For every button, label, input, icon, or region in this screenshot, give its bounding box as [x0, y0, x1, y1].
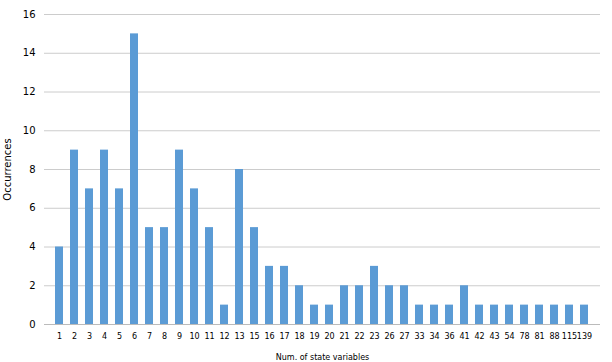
- svg-text:14: 14: [23, 47, 36, 58]
- svg-text:12: 12: [219, 332, 229, 341]
- svg-text:4: 4: [102, 332, 107, 341]
- svg-text:12: 12: [23, 86, 36, 97]
- svg-text:43: 43: [489, 332, 499, 341]
- svg-text:4: 4: [29, 241, 35, 252]
- svg-text:Num. of state variables: Num. of state variables: [276, 353, 369, 362]
- svg-text:34: 34: [429, 332, 439, 341]
- svg-text:0: 0: [29, 319, 35, 330]
- svg-text:2: 2: [72, 332, 77, 341]
- svg-text:19: 19: [309, 332, 319, 341]
- svg-text:8: 8: [29, 164, 35, 175]
- svg-text:15: 15: [249, 332, 259, 341]
- svg-text:17: 17: [279, 332, 289, 341]
- svg-text:115: 115: [562, 332, 577, 341]
- svg-text:3: 3: [87, 332, 92, 341]
- svg-text:18: 18: [294, 332, 304, 341]
- svg-text:22: 22: [354, 332, 364, 341]
- svg-text:88: 88: [549, 332, 559, 341]
- svg-text:10: 10: [23, 125, 36, 136]
- svg-text:2: 2: [29, 280, 35, 291]
- svg-text:26: 26: [384, 332, 394, 341]
- svg-text:139: 139: [577, 332, 592, 341]
- svg-text:42: 42: [474, 332, 484, 341]
- svg-text:9: 9: [177, 332, 182, 341]
- svg-text:13: 13: [234, 332, 244, 341]
- svg-text:78: 78: [519, 332, 529, 341]
- svg-text:16: 16: [264, 332, 274, 341]
- svg-text:36: 36: [444, 332, 454, 341]
- svg-text:23: 23: [369, 332, 379, 341]
- svg-text:10: 10: [189, 332, 199, 341]
- svg-text:5: 5: [117, 332, 122, 341]
- svg-text:11: 11: [204, 332, 214, 341]
- svg-text:8: 8: [162, 332, 167, 341]
- svg-text:6: 6: [29, 202, 35, 213]
- svg-text:54: 54: [504, 332, 514, 341]
- svg-text:27: 27: [399, 332, 409, 341]
- svg-text:81: 81: [534, 332, 544, 341]
- svg-text:33: 33: [414, 332, 424, 341]
- svg-text:20: 20: [324, 332, 334, 341]
- svg-text:6: 6: [132, 332, 137, 341]
- svg-text:21: 21: [339, 332, 349, 341]
- svg-text:41: 41: [459, 332, 469, 341]
- svg-text:7: 7: [147, 332, 152, 341]
- svg-text:1: 1: [57, 332, 62, 341]
- svg-text:16: 16: [23, 9, 36, 20]
- svg-text:Occurrences: Occurrences: [2, 138, 13, 200]
